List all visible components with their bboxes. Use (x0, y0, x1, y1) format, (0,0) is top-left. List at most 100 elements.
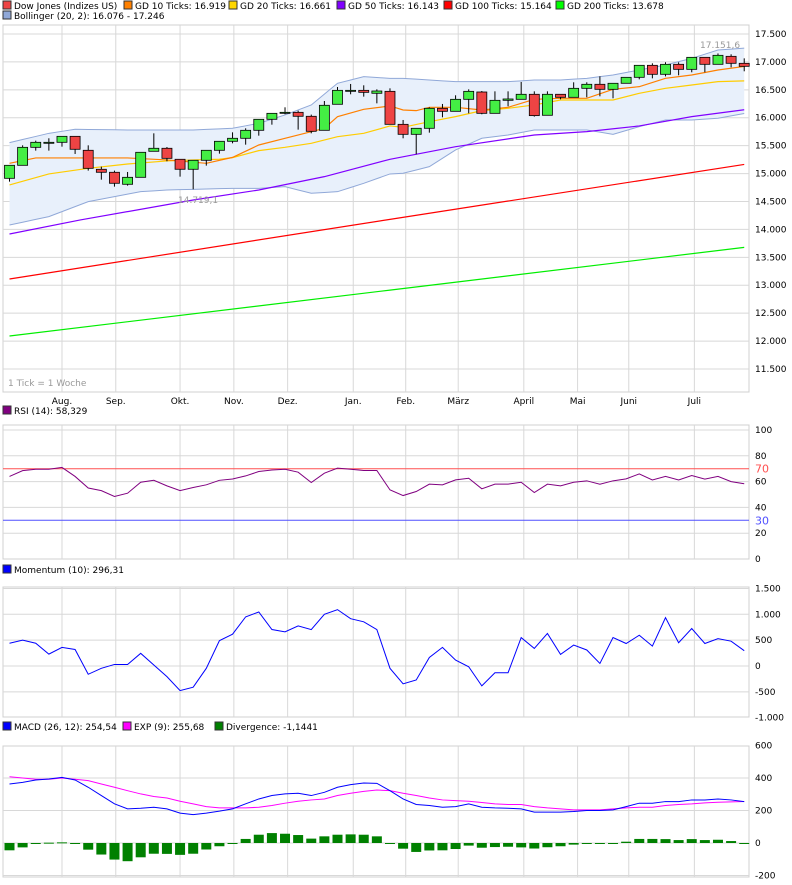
legend-swatch (2, 0, 12, 10)
divergence-bar (647, 838, 658, 843)
candle-body (187, 159, 199, 170)
legend-label: Bollinger (20, 2): 16.076 - 17.246 (14, 12, 165, 22)
rsi-level-label: 30 (755, 514, 769, 527)
y-tick-label: 17.500 (755, 30, 787, 40)
divergence-bar (56, 842, 67, 844)
candle (646, 63, 658, 79)
divergence-bar (122, 843, 133, 862)
candle-body (358, 89, 370, 93)
candle (187, 159, 199, 190)
macd-panel: 600 400 200 0 -200 (2, 742, 776, 882)
divergence-bar (411, 843, 422, 852)
candle-body (318, 104, 330, 131)
candle (738, 58, 750, 72)
legend-label: EXP (9): 255,68 (134, 723, 205, 733)
candle-body (489, 99, 501, 114)
divergence-bar (214, 843, 225, 847)
candle (725, 54, 737, 68)
legend-swatch (2, 10, 12, 20)
candle-body (200, 149, 212, 161)
y-tick-label: 17.000 (755, 58, 787, 68)
candle (305, 114, 317, 134)
divergence-bar (4, 843, 15, 851)
divergence-bar (384, 843, 395, 844)
candle (437, 103, 448, 118)
candle (240, 128, 252, 145)
gd10-line (9, 65, 745, 164)
gd50-line (9, 109, 745, 235)
divergence-bar (699, 840, 710, 843)
candle-body (122, 176, 133, 185)
candle-body (305, 115, 317, 132)
low-annotation: 14.719,1 (178, 196, 218, 206)
divergence-bar (17, 843, 28, 848)
y-tick-label: 15.500 (755, 142, 787, 152)
candle-body (515, 93, 527, 100)
legend-swatch (123, 0, 133, 10)
month-label: Okt. (171, 397, 190, 407)
y-tick-label: 15.000 (755, 170, 787, 180)
y-tick-label: -500 (755, 688, 776, 698)
candle (397, 119, 409, 139)
candle-body (148, 147, 160, 152)
legend-label: Dow Jones (Indizes US) (14, 2, 117, 12)
gd100-line (9, 163, 745, 280)
candle-body (686, 56, 698, 70)
candle (542, 91, 553, 116)
candle (515, 81, 527, 100)
candle (332, 86, 343, 105)
candle (69, 135, 81, 154)
candle-body (620, 76, 632, 84)
legend-item-gd50: GD 50 Ticks: 16.143 (336, 0, 439, 12)
candle-body (43, 141, 55, 144)
y-tick-label: 1.000 (755, 610, 781, 620)
candle (148, 133, 160, 152)
price-panel: 17.500 17.000 16.500 16.000 15.500 15.000 14.5… (2, 24, 787, 407)
candle-body (410, 127, 422, 135)
y-tick-label: 600 (755, 742, 772, 752)
candle-body (555, 93, 566, 98)
legend-swatch (443, 0, 453, 10)
legend-label: GD 50 Ticks: 16.143 (348, 2, 439, 12)
candle-body (82, 149, 94, 169)
divergence-bar (96, 843, 107, 855)
candle-body (4, 164, 15, 179)
divergence-bar (621, 841, 632, 843)
candle-body (279, 111, 291, 114)
candle-body (30, 141, 42, 148)
legend-label: Divergence: -1,1441 (226, 723, 318, 733)
candle-body (266, 112, 278, 120)
y-tick-label: 60 (755, 478, 767, 488)
candle (686, 56, 698, 73)
divergence-bar (476, 843, 487, 848)
month-label: Aug. (52, 397, 72, 407)
legend-label: RSI (14): 58,329 (14, 407, 88, 417)
divergence-bar (726, 841, 737, 843)
momentum-panel: 1.500 1.000 500 0 -500 -1.000 (2, 584, 784, 724)
divergence-bar (253, 834, 264, 843)
candle-body (345, 89, 357, 92)
candle (489, 91, 501, 114)
divergence-bar (201, 843, 212, 850)
candle-body (17, 146, 29, 166)
candle (161, 146, 173, 162)
y-tick-label: 12.000 (755, 337, 787, 347)
month-label: Juli (687, 397, 701, 407)
y-tick-label: 12.500 (755, 309, 787, 319)
candle (699, 56, 711, 73)
divergence-bar (43, 842, 54, 844)
candle-body (725, 55, 737, 64)
divergence-bar (135, 843, 146, 858)
candle (581, 82, 593, 98)
y-tick-label: 40 (755, 503, 767, 513)
y-tick-label: 500 (755, 636, 772, 646)
divergence-bar (542, 843, 553, 848)
candle-body (607, 82, 619, 90)
main-legend: Dow Jones (Indizes US) GD 10 Ticks: 16.9… (2, 0, 664, 22)
candle (502, 91, 514, 107)
candle-body (673, 63, 685, 70)
legend-item-gd20: GD 20 Ticks: 16.661 (228, 0, 331, 12)
divergence-bar (673, 840, 684, 843)
candle (345, 83, 357, 95)
rsi-panel: 100 80 60 40 20 0 70 30 (2, 424, 772, 565)
